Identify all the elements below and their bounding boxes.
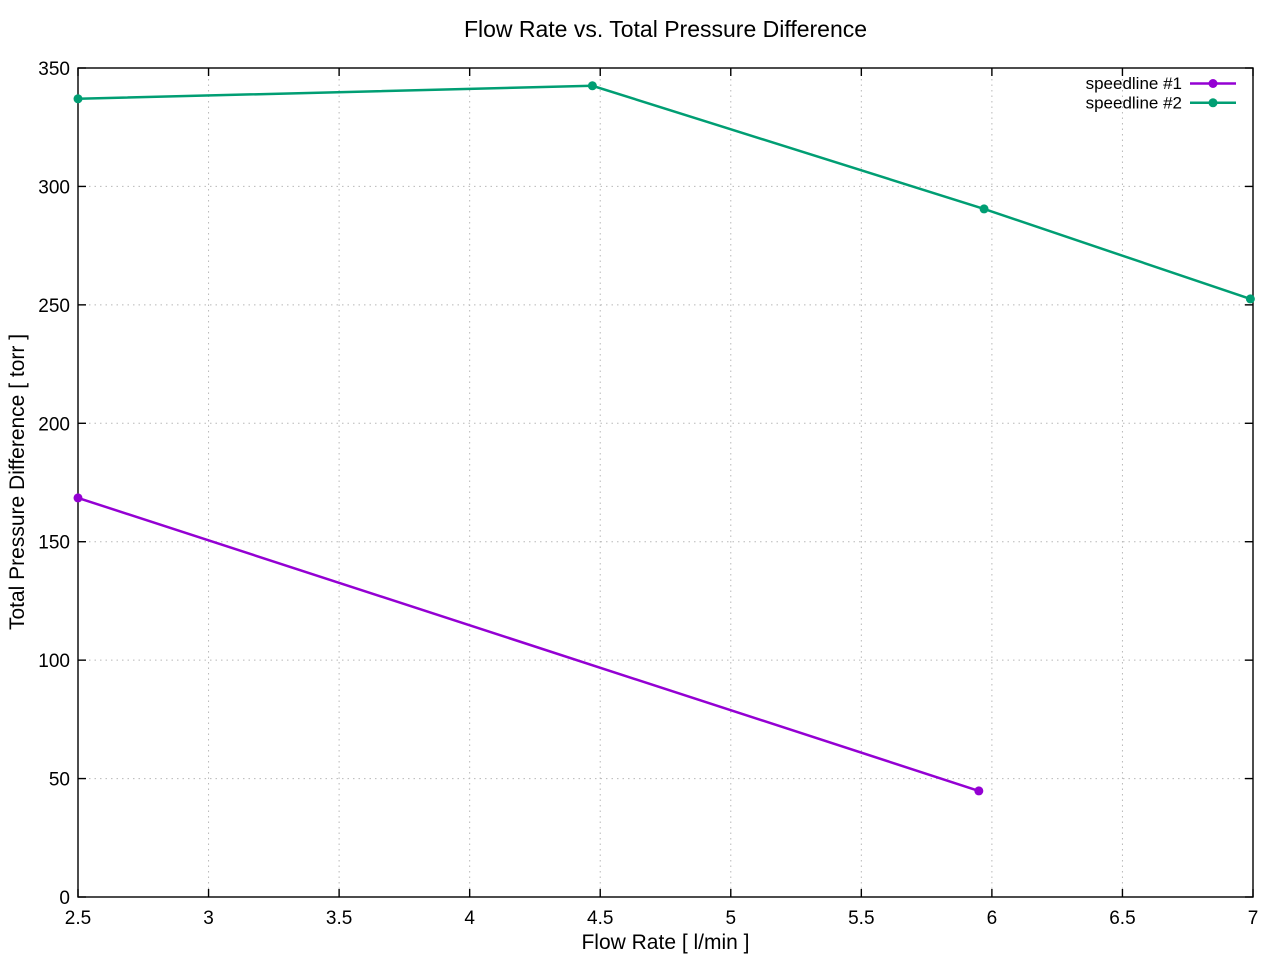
x-tick-label: 5 <box>725 908 736 929</box>
y-tick-label: 150 <box>38 533 70 554</box>
x-axis-label: Flow Rate [ l/min ] <box>581 931 750 954</box>
x-tick-label: 2.5 <box>65 908 91 929</box>
x-tick-label: 6 <box>987 908 998 929</box>
y-tick-label: 50 <box>49 770 70 791</box>
series-marker-speedline-1 <box>974 786 984 796</box>
legend-sample-marker-speedline-1 <box>1208 79 1218 88</box>
y-tick-label: 200 <box>38 414 70 435</box>
y-tick-label: 350 <box>38 59 70 80</box>
x-tick-label: 7 <box>1248 908 1259 929</box>
y-tick-label: 0 <box>59 888 70 909</box>
y-tick-label: 250 <box>38 296 70 317</box>
series-marker-speedline-2 <box>979 204 989 214</box>
y-axis-label: Total Pressure Difference [ torr ] <box>6 333 29 631</box>
y-tick-label: 100 <box>38 651 70 672</box>
chart-title: Flow Rate vs. Total Pressure Difference <box>463 16 868 42</box>
x-tick-label: 3 <box>203 908 214 929</box>
x-tick-label: 3.5 <box>326 908 352 929</box>
series-marker-speedline-2 <box>1245 294 1255 304</box>
x-tick-label: 4.5 <box>587 908 613 929</box>
series-marker-speedline-1 <box>73 493 83 503</box>
series-line-speedline-2 <box>76 84 1252 301</box>
series-marker-speedline-2 <box>587 81 597 91</box>
legend-label-speedline-2: speedline #2 <box>1086 93 1182 112</box>
plot-border <box>77 67 1254 898</box>
legend-label-speedline-1: speedline #1 <box>1086 74 1182 93</box>
series-line-speedline-1 <box>76 496 981 793</box>
x-tick-label: 4 <box>464 908 475 929</box>
series-marker-speedline-2 <box>73 94 83 104</box>
y-tick-label: 300 <box>38 177 70 198</box>
x-tick-label: 6.5 <box>1109 908 1135 929</box>
x-tick-label: 5.5 <box>848 908 874 929</box>
legend-sample-marker-speedline-2 <box>1208 98 1218 108</box>
